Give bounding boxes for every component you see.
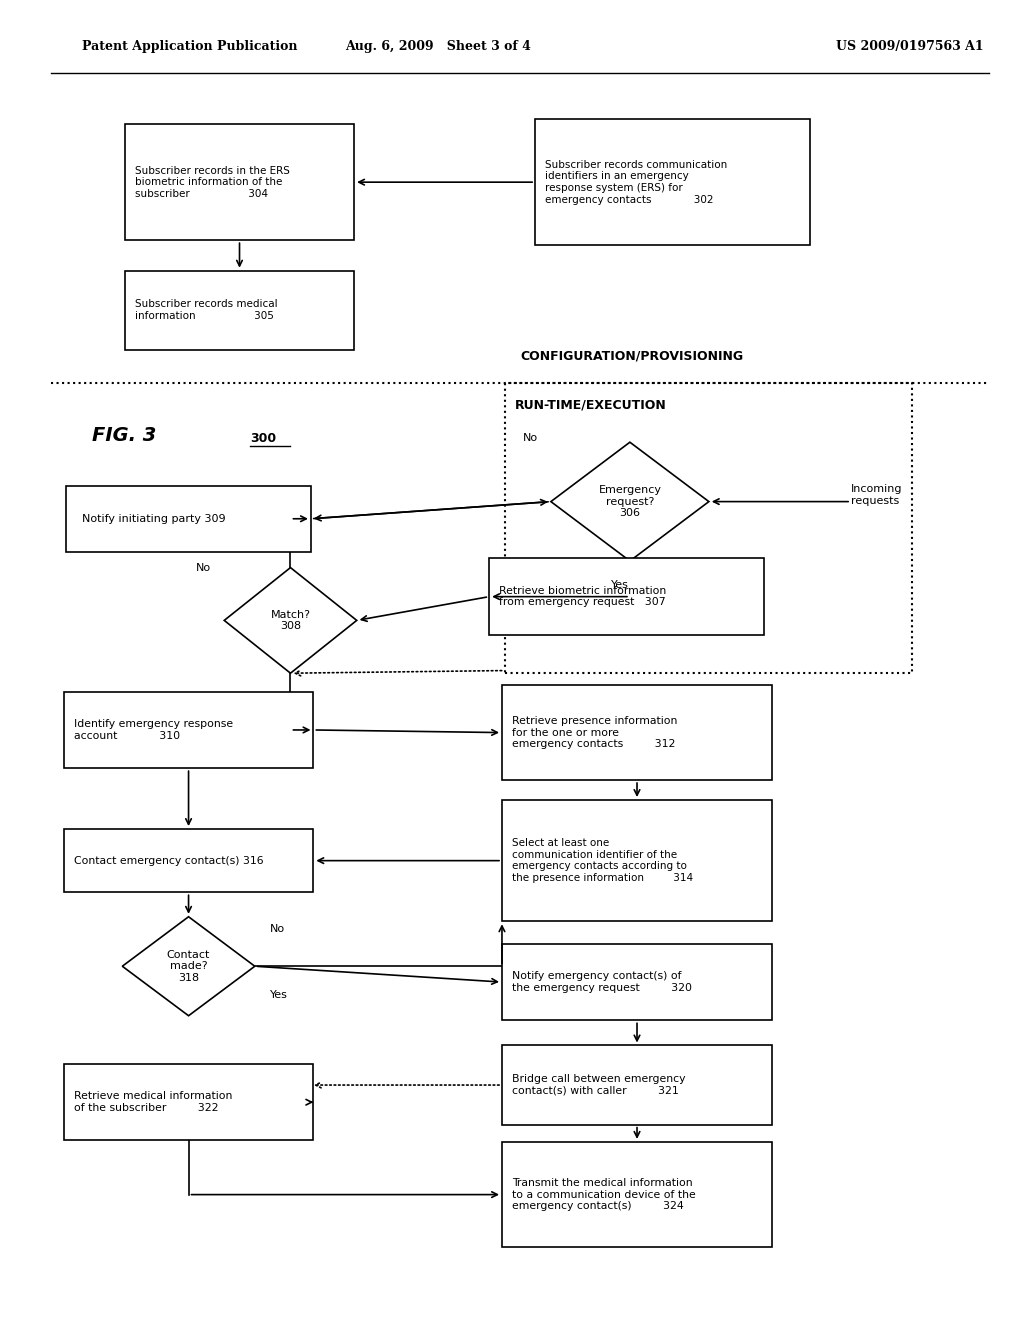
Text: Subscriber records medical
information                  305: Subscriber records medical information 3… bbox=[135, 300, 278, 321]
Text: Select at least one
communication identifier of the
emergency contacts according: Select at least one communication identi… bbox=[512, 838, 693, 883]
Text: RUN-TIME/EXECUTION: RUN-TIME/EXECUTION bbox=[515, 399, 667, 412]
Text: Emergency
request?
306: Emergency request? 306 bbox=[598, 484, 662, 519]
Text: Aug. 6, 2009   Sheet 3 of 4: Aug. 6, 2009 Sheet 3 of 4 bbox=[345, 40, 531, 53]
Bar bbox=[502, 800, 772, 921]
Bar bbox=[63, 1064, 313, 1140]
Bar bbox=[502, 1142, 772, 1247]
Bar bbox=[125, 124, 354, 240]
Bar bbox=[502, 685, 772, 780]
Text: 300: 300 bbox=[250, 432, 275, 445]
Text: Subscriber records in the ERS
biometric information of the
subscriber           : Subscriber records in the ERS biometric … bbox=[135, 165, 290, 199]
Text: FIG. 3: FIG. 3 bbox=[92, 426, 156, 445]
Text: No: No bbox=[523, 433, 538, 444]
Bar bbox=[505, 383, 912, 673]
Text: Incoming
requests: Incoming requests bbox=[851, 484, 902, 506]
Text: Bridge call between emergency
contact(s) with caller         321: Bridge call between emergency contact(s)… bbox=[512, 1074, 686, 1096]
Bar bbox=[502, 944, 772, 1020]
Bar bbox=[63, 692, 313, 768]
Text: Yes: Yes bbox=[236, 694, 254, 705]
Bar bbox=[489, 558, 765, 635]
Text: No: No bbox=[270, 924, 286, 935]
Text: No: No bbox=[197, 562, 211, 573]
Text: Match?
308: Match? 308 bbox=[270, 610, 310, 631]
Polygon shape bbox=[551, 442, 709, 561]
Bar bbox=[125, 271, 354, 350]
Text: Contact
made?
318: Contact made? 318 bbox=[167, 949, 210, 983]
Text: Patent Application Publication: Patent Application Publication bbox=[82, 40, 297, 53]
Bar bbox=[63, 829, 313, 892]
Bar bbox=[502, 1045, 772, 1125]
Text: Retrieve presence information
for the one or more
emergency contacts         312: Retrieve presence information for the on… bbox=[512, 715, 678, 750]
Text: Transmit the medical information
to a communication device of the
emergency cont: Transmit the medical information to a co… bbox=[512, 1177, 696, 1212]
Polygon shape bbox=[122, 916, 255, 1016]
Polygon shape bbox=[224, 568, 356, 673]
Text: Notify emergency contact(s) of
the emergency request         320: Notify emergency contact(s) of the emerg… bbox=[512, 972, 692, 993]
Bar bbox=[536, 120, 810, 244]
Bar bbox=[67, 486, 311, 552]
Text: Contact emergency contact(s) 316: Contact emergency contact(s) 316 bbox=[74, 855, 263, 866]
Text: CONFIGURATION/PROVISIONING: CONFIGURATION/PROVISIONING bbox=[520, 350, 743, 363]
Text: Subscriber records communication
identifiers in an emergency
response system (ER: Subscriber records communication identif… bbox=[546, 160, 727, 205]
Text: Notify initiating party 309: Notify initiating party 309 bbox=[82, 513, 225, 524]
Text: Retrieve biometric information
from emergency request   307: Retrieve biometric information from emer… bbox=[500, 586, 667, 607]
Text: Identify emergency response
account            310: Identify emergency response account 310 bbox=[74, 719, 233, 741]
Text: Yes: Yes bbox=[610, 579, 629, 590]
Text: Yes: Yes bbox=[270, 990, 288, 1001]
Text: US 2009/0197563 A1: US 2009/0197563 A1 bbox=[836, 40, 983, 53]
Text: Retrieve medical information
of the subscriber         322: Retrieve medical information of the subs… bbox=[74, 1092, 232, 1113]
